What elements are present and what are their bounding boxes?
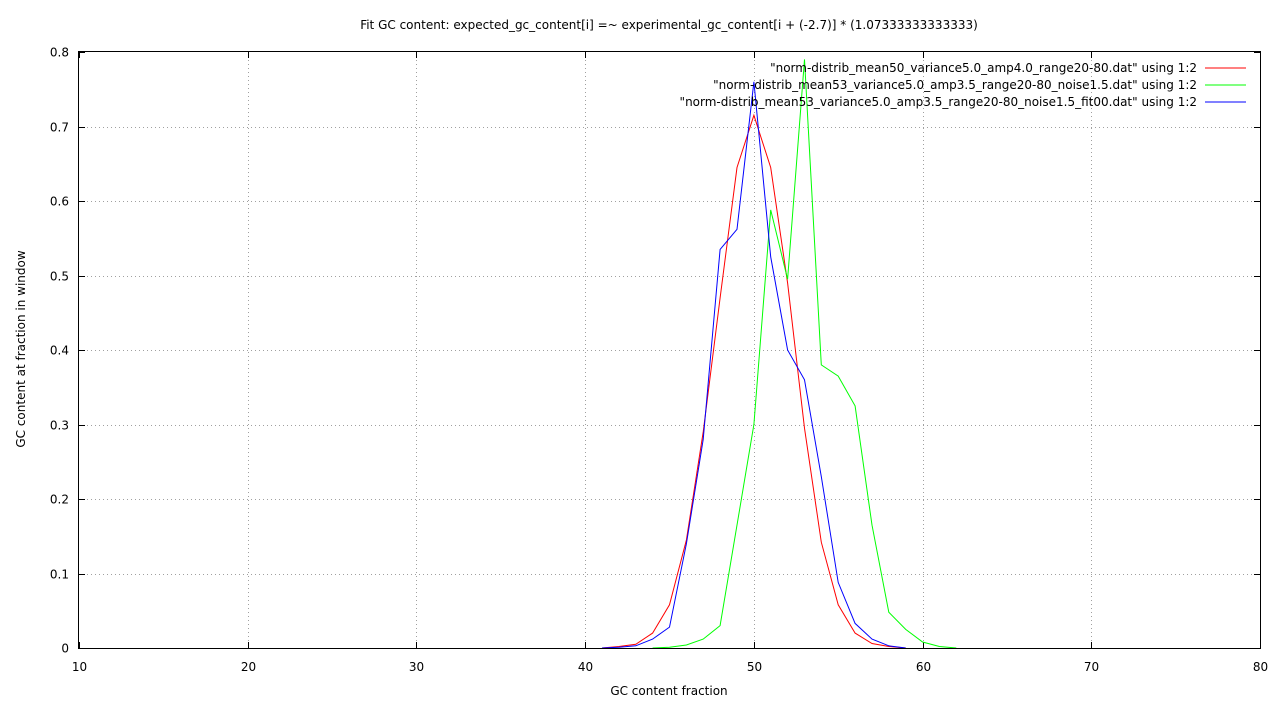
plot-frame bbox=[78, 51, 1261, 649]
y-tick-label: 0.2 bbox=[50, 493, 69, 507]
legend-label-1: "norm-distrib_mean50_variance5.0_amp4.0_… bbox=[770, 61, 1197, 75]
legend-label-2: "norm-distrib_mean53_variance5.0_amp3.5_… bbox=[713, 78, 1197, 92]
x-tick-label: 60 bbox=[916, 660, 931, 674]
y-tick-label: 0 bbox=[61, 642, 69, 656]
x-tick-label: 40 bbox=[578, 660, 593, 674]
series-lines bbox=[601, 59, 957, 649]
x-tick-label: 80 bbox=[1253, 660, 1268, 674]
y-tick-label: 0.5 bbox=[50, 270, 69, 284]
x-tick-label: 20 bbox=[241, 660, 256, 674]
x-tick-label: 10 bbox=[72, 660, 87, 674]
y-axis-label: GC content at fraction in window bbox=[14, 250, 28, 448]
x-tick-label: 30 bbox=[409, 660, 424, 674]
x-tick-label: 50 bbox=[747, 660, 762, 674]
chart-title: Fit GC content: expected_gc_content[i] =… bbox=[360, 18, 978, 32]
y-tick-label: 0.3 bbox=[50, 419, 69, 433]
legend-label-3: "norm-distrib_mean53_variance5.0_amp3.5_… bbox=[680, 95, 1197, 109]
x-axis-label: GC content fraction bbox=[610, 684, 727, 698]
axis-ticks: 10 20 30 40 50 60 70 80 0 0.1 0.2 0.3 0.4 0.5 0.6 0.7 0.… bbox=[50, 46, 1268, 675]
grid bbox=[79, 52, 1260, 648]
legend: "norm-distrib_mean50_variance5.0_amp4.0_… bbox=[680, 61, 1246, 109]
x-tick-label: 70 bbox=[1084, 660, 1099, 674]
y-tick-label: 0.1 bbox=[50, 568, 69, 582]
y-tick-label: 0.7 bbox=[50, 121, 69, 135]
y-tick-label: 0.6 bbox=[50, 195, 69, 209]
series-line-2 bbox=[652, 59, 957, 649]
series-line-1 bbox=[601, 113, 906, 649]
series-line-3 bbox=[601, 81, 906, 649]
y-tick-label: 0.4 bbox=[50, 344, 69, 358]
y-tick-label: 0.8 bbox=[50, 46, 69, 60]
